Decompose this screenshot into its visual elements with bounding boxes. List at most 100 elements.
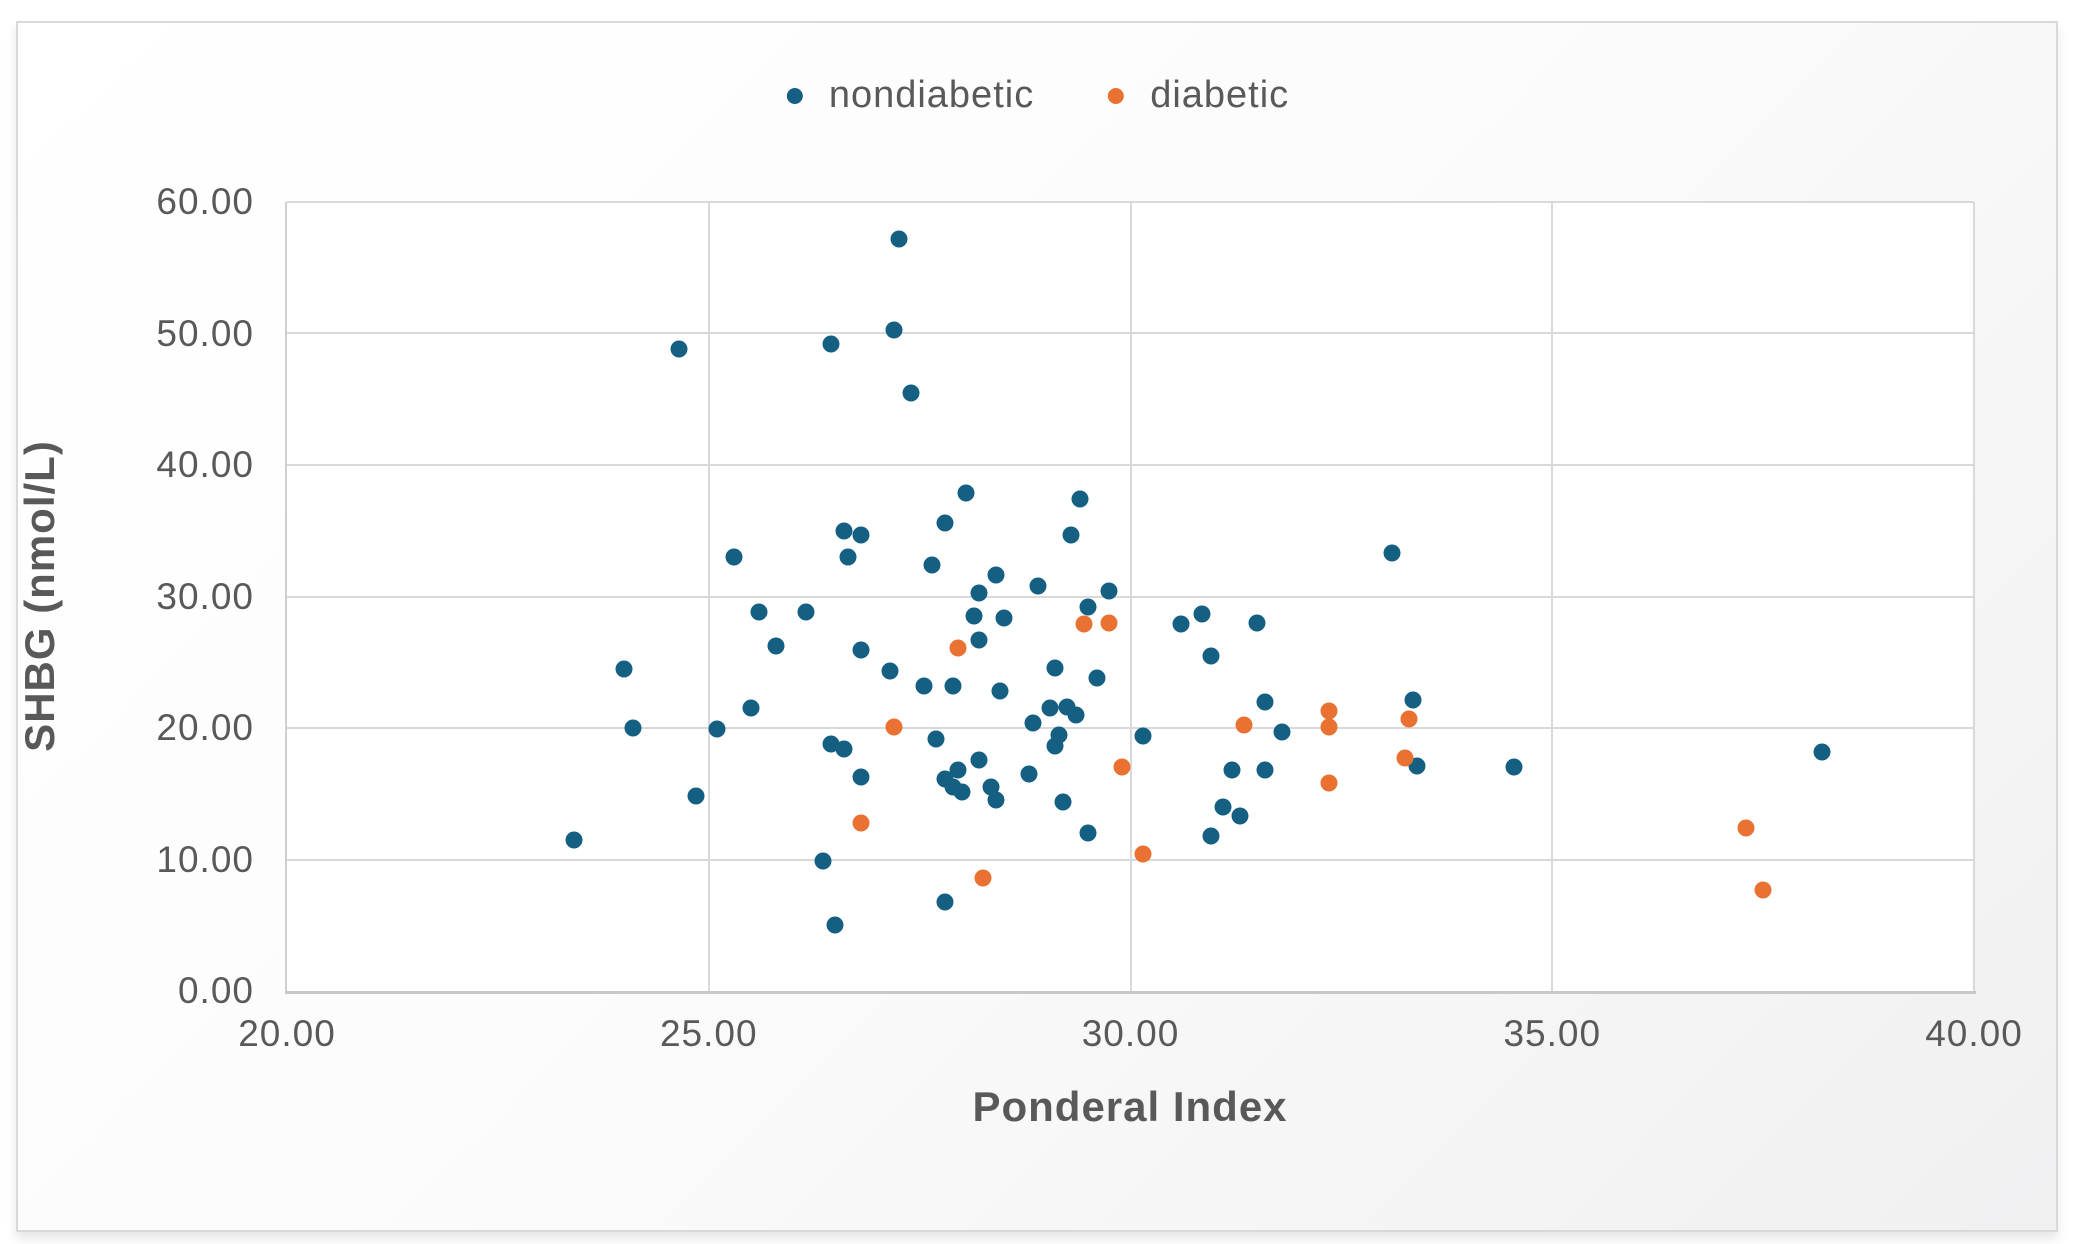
diabetic-data-point[interactable] [1113,758,1131,776]
nondiabetic-data-point[interactable] [1088,669,1106,687]
nondiabetic-data-point[interactable] [1256,693,1274,711]
nondiabetic-data-point[interactable] [615,660,633,678]
y-tick-label: 30.00 [156,575,254,617]
nondiabetic-data-point[interactable] [1273,723,1291,741]
nondiabetic-data-point[interactable] [835,522,853,540]
nondiabetic-data-point[interactable] [1202,827,1220,845]
nondiabetic-data-point[interactable] [742,699,760,717]
nondiabetic-data-point[interactable] [1404,691,1422,709]
diabetic-data-point[interactable] [949,639,967,657]
nondiabetic-data-point[interactable] [987,566,1005,584]
nondiabetic-data-point[interactable] [1202,647,1220,665]
nondiabetic-data-point[interactable] [1062,526,1080,544]
nondiabetic-data-point[interactable] [725,548,743,566]
diabetic-data-point[interactable] [852,814,870,832]
nondiabetic-data-point[interactable] [936,514,954,532]
x-tick-label: 40.00 [1925,1013,2023,1054]
nondiabetic-data-point[interactable] [826,916,844,934]
nondiabetic-data-point[interactable] [923,556,941,574]
nondiabetic-data-point[interactable] [1029,577,1047,595]
nondiabetic-data-point[interactable] [1248,614,1266,632]
nondiabetic-data-point[interactable] [1079,598,1097,616]
nondiabetic-data-point[interactable] [852,641,870,659]
diabetic-data-point[interactable] [1320,702,1338,720]
chart-legend: nondiabetic diabetic [786,74,1289,117]
nondiabetic-data-point[interactable] [890,230,908,248]
legend-item-nondiabetic[interactable]: nondiabetic [786,74,1034,117]
nondiabetic-data-point[interactable] [902,384,920,402]
nondiabetic-data-point[interactable] [991,682,1009,700]
nondiabetic-data-point[interactable] [1231,807,1249,825]
nondiabetic-data-point[interactable] [1172,615,1190,633]
nondiabetic-data-point[interactable] [797,603,815,621]
nondiabetic-data-point[interactable] [987,791,1005,809]
nondiabetic-data-point[interactable] [1813,743,1831,761]
nondiabetic-data-point[interactable] [767,637,785,655]
diabetic-data-point[interactable] [1400,710,1418,728]
nondiabetic-data-point[interactable] [944,677,962,695]
legend-item-diabetic[interactable]: diabetic [1108,74,1289,117]
nondiabetic-data-point[interactable] [1046,659,1064,676]
nondiabetic-data-point[interactable] [814,852,832,870]
nondiabetic-data-point[interactable] [670,340,688,358]
nondiabetic-data-point[interactable] [957,484,975,502]
diabetic-data-point[interactable] [1737,819,1755,837]
nondiabetic-data-point[interactable] [835,740,853,758]
diabetic-data-point[interactable] [885,718,903,736]
diabetic-data-point[interactable] [1075,615,1093,633]
nondiabetic-data-point[interactable] [1020,765,1038,783]
nondiabetic-data-point[interactable] [750,603,768,621]
x-tick-label: 25.00 [659,1013,758,1054]
diabetic-data-point[interactable] [1396,749,1414,767]
nondiabetic-data-point[interactable] [885,321,903,339]
nondiabetic-data-point[interactable] [953,783,971,801]
diabetic-marker-icon [1108,87,1125,104]
nondiabetic-data-point[interactable] [927,730,945,748]
nondiabetic-data-point[interactable] [1256,761,1274,779]
nondiabetic-data-point[interactable] [995,609,1013,627]
nondiabetic-data-point[interactable] [1079,824,1097,842]
nondiabetic-data-point[interactable] [1067,706,1085,724]
nondiabetic-data-point[interactable] [1134,727,1152,745]
nondiabetic-data-point[interactable] [949,761,967,779]
nondiabetic-data-point[interactable] [970,631,988,649]
nondiabetic-data-point[interactable] [687,787,705,805]
y-tick-label: 0.00 [177,970,254,1011]
nondiabetic-data-point[interactable] [565,831,583,849]
nondiabetic-data-point[interactable] [1223,761,1241,779]
nondiabetic-data-point[interactable] [1505,758,1523,776]
y-tick-label: 50.00 [156,312,254,354]
x-axis-title: Ponderal Index [972,1083,1288,1130]
nondiabetic-data-point[interactable] [839,548,857,566]
nondiabetic-data-point[interactable] [1383,544,1401,562]
nondiabetic-data-point[interactable] [1100,582,1118,600]
nondiabetic-data-point[interactable] [1024,714,1042,732]
nondiabetic-data-point[interactable] [881,662,899,680]
nondiabetic-data-point[interactable] [852,768,870,786]
nondiabetic-data-point[interactable] [624,719,642,737]
nondiabetic-data-point[interactable] [965,607,983,625]
nondiabetic-data-point[interactable] [1408,757,1426,775]
nondiabetic-data-point[interactable] [982,778,1000,796]
diabetic-data-point[interactable] [1754,881,1772,899]
diabetic-data-point[interactable] [1320,774,1338,792]
nondiabetic-data-point[interactable] [852,526,870,544]
diabetic-data-point[interactable] [1100,614,1118,632]
nondiabetic-data-point[interactable] [915,677,933,695]
nondiabetic-data-point[interactable] [822,335,840,353]
nondiabetic-data-point[interactable] [1071,490,1089,508]
nondiabetic-data-point[interactable] [1050,726,1068,744]
nondiabetic-data-point[interactable] [708,720,726,738]
y-tick-label: 40.00 [156,444,254,485]
diabetic-data-point[interactable] [974,869,992,887]
nondiabetic-data-point[interactable] [1041,699,1059,717]
nondiabetic-data-point[interactable] [1214,798,1232,816]
diabetic-data-point[interactable] [1320,718,1338,736]
nondiabetic-data-point[interactable] [936,893,954,911]
nondiabetic-data-point[interactable] [970,751,988,769]
diabetic-data-point[interactable] [1235,716,1253,734]
diabetic-data-point[interactable] [1134,845,1152,863]
nondiabetic-data-point[interactable] [970,584,988,602]
nondiabetic-data-point[interactable] [1193,605,1211,623]
nondiabetic-data-point[interactable] [1054,793,1072,811]
